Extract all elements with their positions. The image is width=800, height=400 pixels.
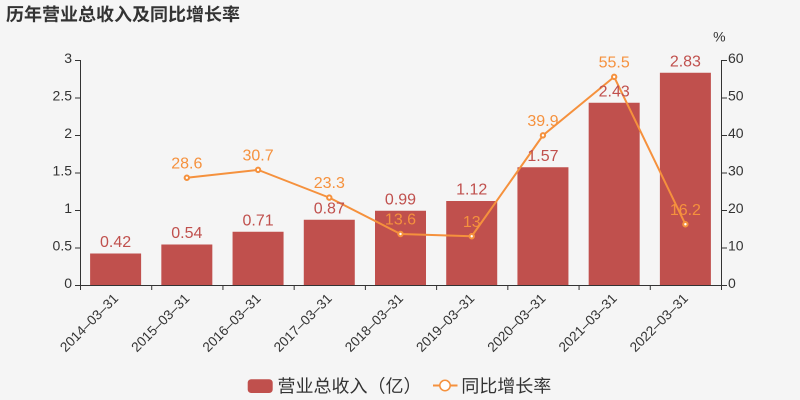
svg-text:23.3: 23.3 bbox=[314, 175, 345, 192]
svg-text:0.87: 0.87 bbox=[314, 200, 345, 217]
svg-text:2: 2 bbox=[64, 125, 72, 141]
svg-text:39.9: 39.9 bbox=[527, 113, 558, 130]
svg-text:1.57: 1.57 bbox=[527, 148, 558, 165]
svg-text:3: 3 bbox=[64, 50, 72, 66]
svg-text:1: 1 bbox=[64, 200, 72, 216]
svg-text:1.5: 1.5 bbox=[53, 163, 73, 179]
svg-text:28.6: 28.6 bbox=[171, 155, 202, 172]
svg-text:30: 30 bbox=[728, 163, 744, 179]
svg-text:13: 13 bbox=[463, 214, 481, 231]
svg-text:55.5: 55.5 bbox=[599, 54, 630, 71]
svg-text:20: 20 bbox=[728, 200, 744, 216]
svg-text:40: 40 bbox=[728, 125, 744, 141]
svg-text:2.43: 2.43 bbox=[599, 83, 630, 100]
svg-text:2.83: 2.83 bbox=[670, 53, 701, 70]
svg-text:0.5: 0.5 bbox=[53, 238, 73, 254]
svg-text:0.71: 0.71 bbox=[242, 212, 273, 229]
svg-text:%: % bbox=[713, 29, 725, 45]
svg-text:50: 50 bbox=[728, 88, 744, 104]
svg-text:0: 0 bbox=[64, 275, 72, 291]
svg-text:2.5: 2.5 bbox=[53, 88, 73, 104]
svg-text:0.99: 0.99 bbox=[385, 191, 416, 208]
svg-text:0.42: 0.42 bbox=[100, 234, 131, 251]
svg-text:30.7: 30.7 bbox=[242, 147, 273, 164]
svg-text:10: 10 bbox=[728, 238, 744, 254]
svg-text:16.2: 16.2 bbox=[670, 202, 701, 219]
svg-text:1.12: 1.12 bbox=[456, 182, 487, 199]
svg-text:0: 0 bbox=[728, 275, 736, 291]
svg-text:0.54: 0.54 bbox=[171, 225, 202, 242]
svg-text:13.6: 13.6 bbox=[385, 212, 416, 229]
svg-text:60: 60 bbox=[728, 50, 744, 66]
